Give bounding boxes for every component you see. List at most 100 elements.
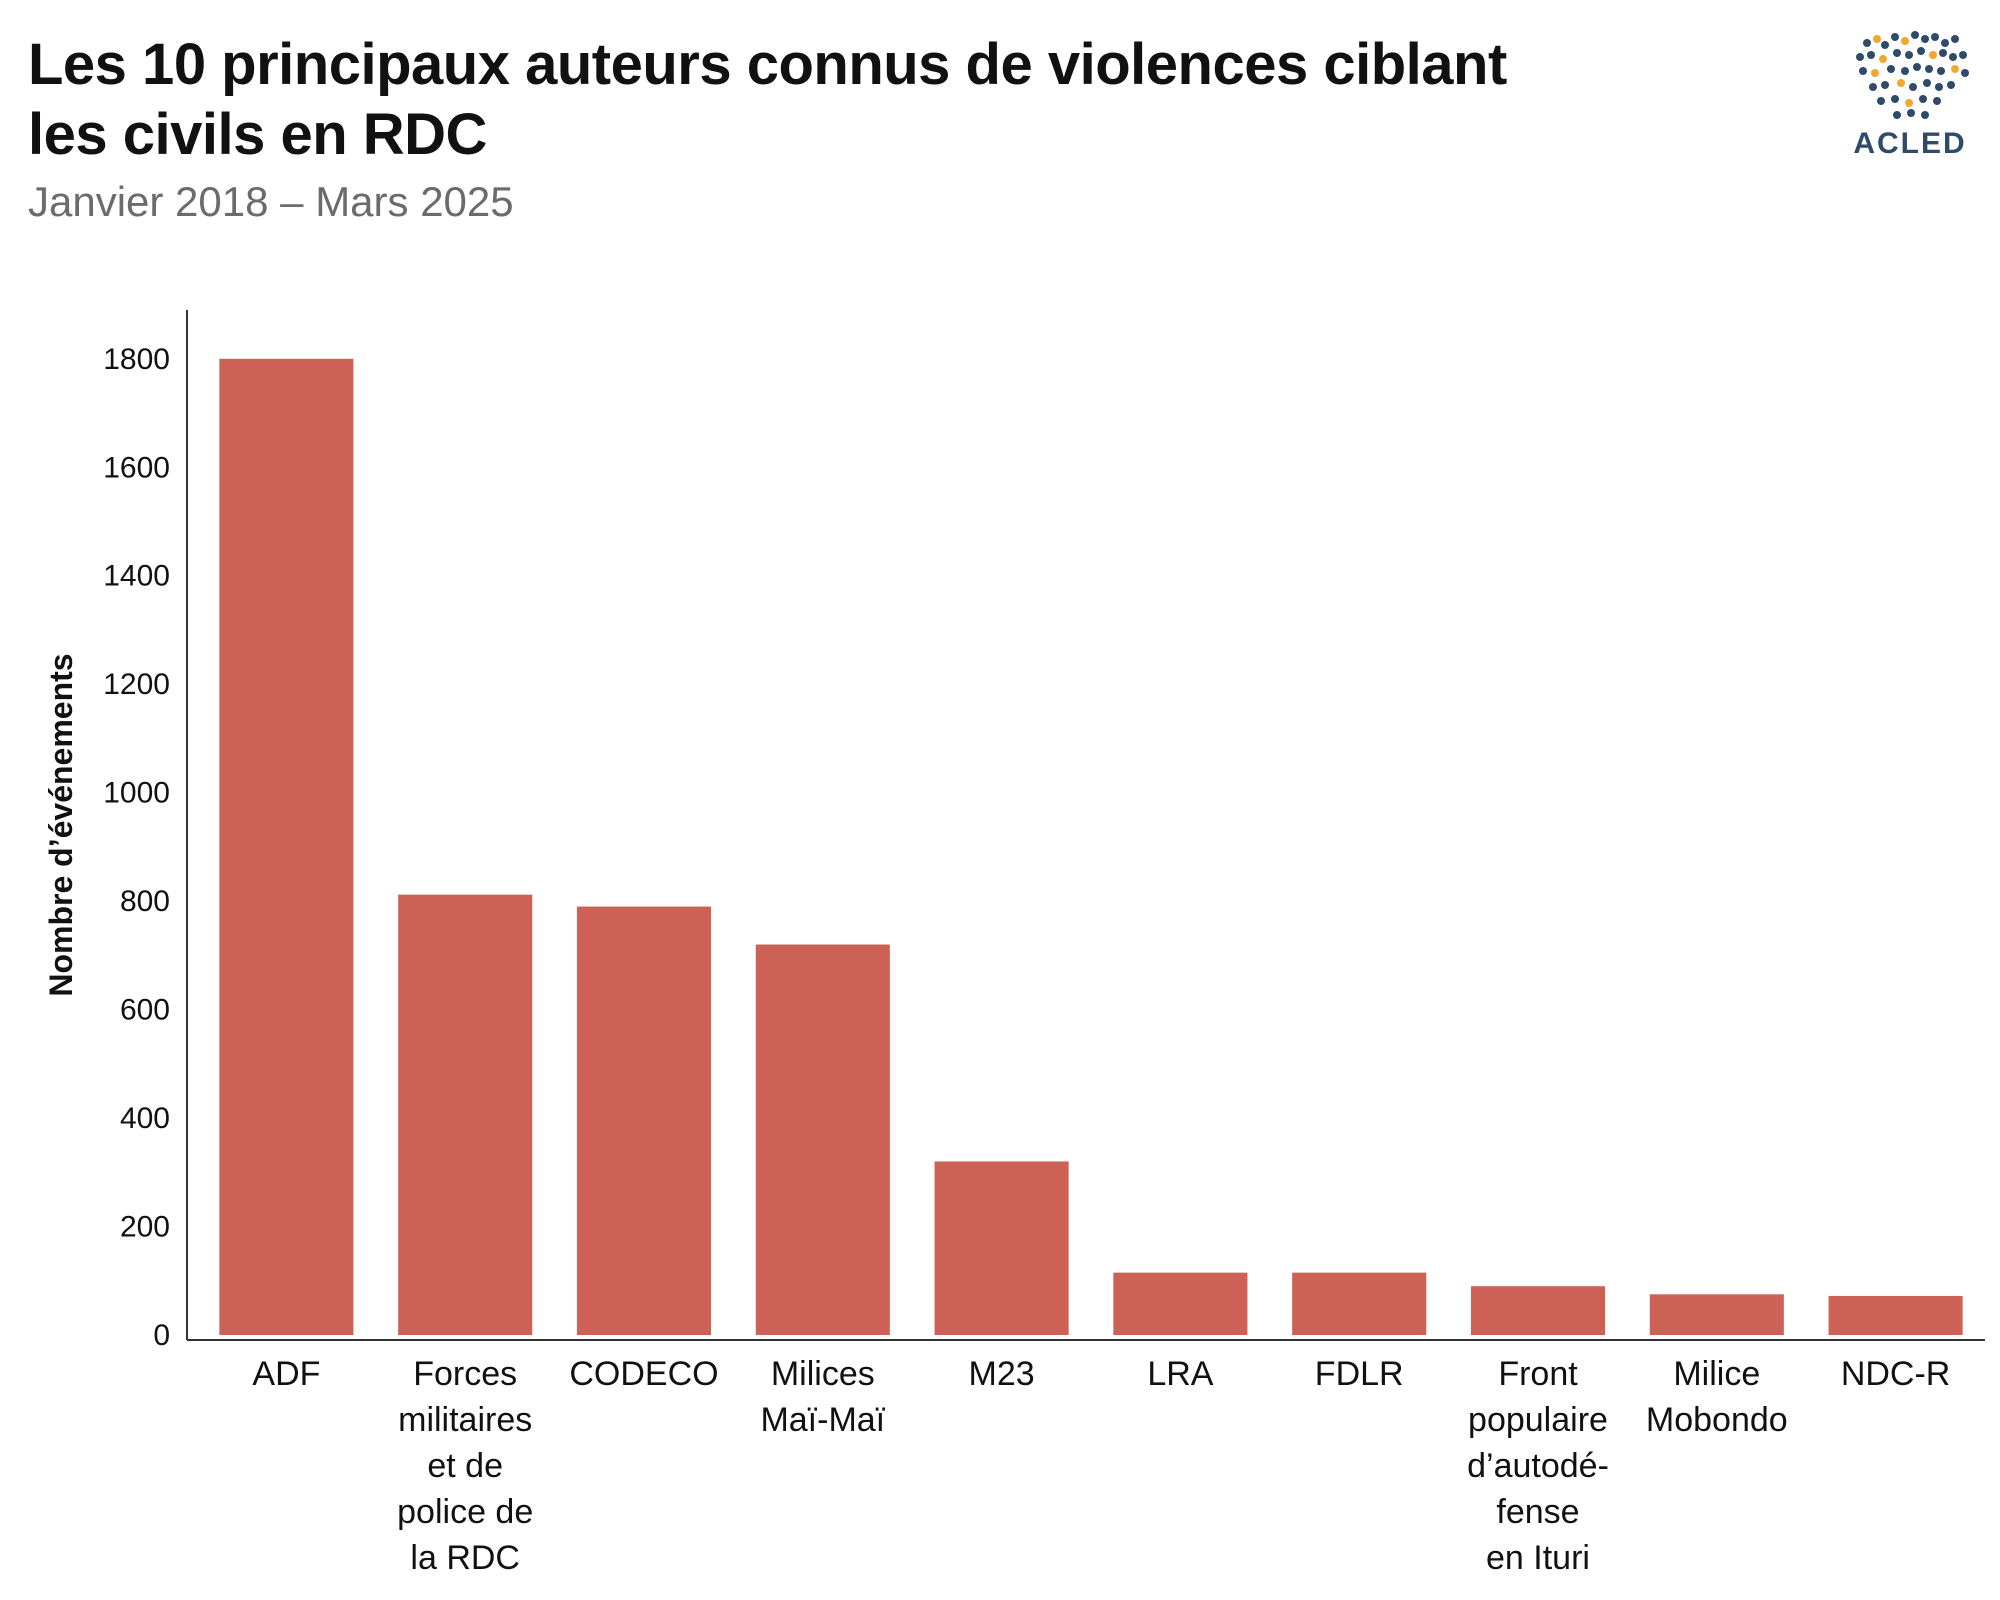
x-tick-label-line: LRA — [1147, 1355, 1213, 1393]
x-tick-label-line: Forces — [413, 1355, 517, 1393]
x-tick-label-line: populaire — [1468, 1401, 1608, 1439]
logo-dot — [1951, 35, 1959, 43]
logo-dot — [1893, 49, 1901, 57]
y-tick-label-9: 1800 — [103, 343, 170, 376]
chart-subtitle: Janvier 2018 – Mars 2025 — [28, 178, 514, 225]
x-tick-label-line: en Ituri — [1486, 1539, 1590, 1577]
world-dots-logo-icon — [1856, 31, 1969, 119]
logo-dot — [1921, 111, 1929, 119]
y-tick-label-7: 1400 — [103, 560, 170, 593]
logo-dot — [1913, 63, 1921, 71]
logo-dot — [1901, 37, 1909, 45]
x-tick-label-line: CODECO — [569, 1355, 718, 1393]
logo-dot — [1881, 41, 1889, 49]
x-tick-label-line: Front — [1498, 1355, 1578, 1393]
bar-2 — [576, 906, 712, 1335]
logo-dot — [1941, 39, 1949, 47]
x-tick-label-8: Milice Mobondo — [1646, 1355, 1788, 1439]
logo-dot — [1893, 111, 1901, 119]
x-tick-label-1: Forces militaires et de police de la RDC — [397, 1355, 533, 1577]
x-tick-label-9: NDC-R — [1841, 1355, 1951, 1393]
logo-dot — [1919, 95, 1927, 103]
logo-dot — [1959, 51, 1967, 59]
logo-dot — [1891, 33, 1899, 41]
y-tick-label-3: 600 — [120, 994, 170, 1027]
bar-7 — [1470, 1286, 1606, 1335]
logo-dot — [1905, 51, 1913, 59]
x-tick-label-5: LRA — [1147, 1355, 1213, 1393]
logo-dot — [1947, 81, 1955, 89]
logo-text: ACLED — [1853, 127, 1967, 160]
logo-dot — [1921, 35, 1929, 43]
bars-group — [219, 358, 1963, 1335]
y-tick-label-1: 200 — [120, 1211, 170, 1244]
logo-dot — [1925, 65, 1933, 73]
logo-dot — [1909, 83, 1917, 91]
y-tick-label-4: 800 — [120, 885, 170, 918]
chart-title-line-1: Les 10 principaux auteurs connus de viol… — [28, 32, 1507, 97]
x-tick-label-4: M23 — [969, 1355, 1035, 1393]
bar-3 — [755, 944, 890, 1335]
logo-dot — [1881, 81, 1889, 89]
bar-8 — [1649, 1294, 1784, 1335]
logo-dot — [1897, 79, 1905, 87]
logo-dot — [1937, 67, 1945, 75]
x-tick-label-line: la RDC — [410, 1539, 520, 1577]
logo-dot — [1867, 51, 1875, 59]
acled-logo: ACLED — [1845, 25, 1975, 175]
x-tick-label-line: M23 — [969, 1355, 1035, 1393]
y-tick-label-5: 1000 — [103, 777, 170, 810]
logo-dot — [1856, 53, 1864, 61]
y-axis-ticks: 0 200 400 600 800 1000 1200 1400 1600 1800 — [103, 343, 170, 1352]
x-tick-label-7: Front populaire d’autodé-fense en Ituri — [1467, 1355, 1609, 1577]
logo-dot — [1863, 39, 1871, 47]
bar-9 — [1828, 1295, 1963, 1335]
y-axis-title: Nombre d’événements — [43, 653, 79, 996]
logo-dot — [1961, 69, 1969, 77]
bar-0 — [219, 358, 354, 1335]
logo-dot — [1873, 35, 1881, 43]
bar-4 — [934, 1161, 1069, 1335]
logo-dot — [1931, 33, 1939, 41]
logo-dot — [1905, 99, 1913, 107]
x-tick-label-line: et de — [427, 1447, 503, 1485]
x-tick-label-line: Milices — [771, 1355, 875, 1393]
logo-dot — [1869, 83, 1877, 91]
y-tick-label-6: 1200 — [103, 668, 170, 701]
logo-dot — [1859, 67, 1867, 75]
logo-dot — [1907, 109, 1915, 117]
logo-dot — [1935, 83, 1943, 91]
x-tick-label-line: Mobondo — [1646, 1401, 1788, 1439]
logo-dot — [1887, 65, 1895, 73]
logo-dot — [1917, 47, 1925, 55]
x-tick-label-0: ADF — [252, 1355, 320, 1393]
x-tick-label-line: Maï-Maï — [760, 1401, 885, 1439]
bar-5 — [1113, 1272, 1248, 1335]
x-tick-label-6: FDLR — [1315, 1355, 1404, 1393]
x-tick-label-line: fense — [1496, 1493, 1579, 1531]
x-tick-label-line: d’autodé- — [1467, 1447, 1609, 1485]
chart-title: Les 10 principaux auteurs connus de viol… — [28, 30, 1648, 170]
bar-1 — [398, 894, 533, 1335]
x-tick-label-line: ADF — [252, 1355, 320, 1393]
logo-dot — [1949, 53, 1957, 61]
logo-dot — [1933, 97, 1941, 105]
logo-dot — [1911, 31, 1919, 39]
x-tick-label-3: Milices Maï-Maï — [760, 1355, 885, 1439]
x-tick-label-2: CODECO — [569, 1355, 718, 1393]
bar-6 — [1292, 1272, 1427, 1335]
logo-dot — [1951, 65, 1959, 73]
logo-dot — [1877, 97, 1885, 105]
chart-title-line-2: les civils en RDC — [28, 102, 487, 167]
logo-dot — [1891, 95, 1899, 103]
logo-dot — [1923, 79, 1931, 87]
x-tick-label-line: FDLR — [1315, 1355, 1404, 1393]
y-tick-label-8: 1600 — [103, 451, 170, 484]
x-tick-label-line: police de — [397, 1493, 533, 1531]
logo-dot — [1871, 69, 1879, 77]
y-tick-label-2: 400 — [120, 1102, 170, 1135]
x-tick-label-line: militaires — [398, 1401, 532, 1439]
y-tick-label-0: 0 — [153, 1319, 170, 1352]
x-tick-label-line: Milice — [1673, 1355, 1760, 1393]
